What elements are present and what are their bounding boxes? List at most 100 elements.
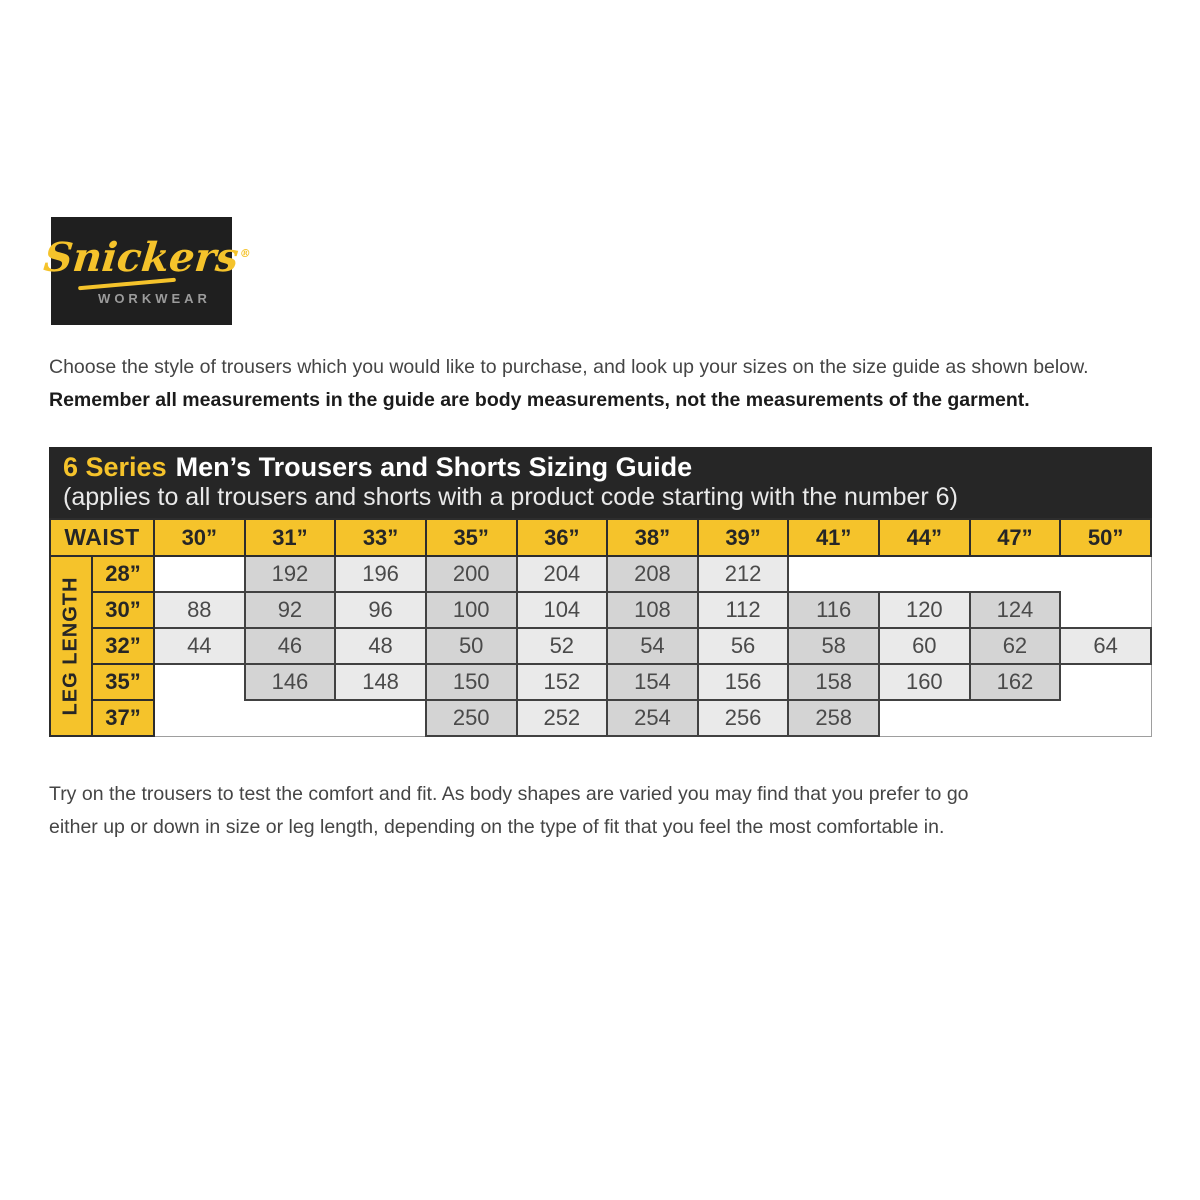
size-cell: 252 <box>515 699 609 737</box>
size-cell: 46 <box>243 627 337 665</box>
table-row: LEG LENGTH 28” 192 196 200 204 208 212 <box>49 555 1151 737</box>
empty-cell <box>969 556 1061 592</box>
size-cell: 92 <box>243 591 337 629</box>
outro-paragraph: Try on the trousers to test the comfort … <box>49 778 1049 844</box>
guide-title: 6 Series Men’s Trousers and Shorts Sizing… <box>63 452 1142 483</box>
size-cell: 96 <box>334 591 427 629</box>
size-cell: 208 <box>606 555 699 593</box>
logo-brand-word: Snickers <box>41 234 242 281</box>
size-cell: 150 <box>424 663 518 701</box>
size-cell: 162 <box>968 663 1062 701</box>
size-cell: 58 <box>787 627 880 665</box>
leg-size-header: 32” <box>91 627 155 665</box>
size-cell: 196 <box>334 555 427 593</box>
waist-size-header: 33” <box>334 518 427 557</box>
size-cell: 100 <box>424 591 518 629</box>
size-cell: 254 <box>606 699 699 737</box>
guide-series-label: 6 Series <box>63 452 167 482</box>
size-cell: 146 <box>243 663 337 701</box>
waist-size-header: 36” <box>515 518 609 557</box>
waist-size-header: 39” <box>696 518 790 557</box>
table-row: 37” 250 252 254 256 258 <box>50 699 1151 737</box>
guide-header: 6 Series Men’s Trousers and Shorts Sizing… <box>49 447 1152 518</box>
empty-cell <box>788 556 879 592</box>
empty-cell <box>1060 592 1151 628</box>
waist-size-header: 35” <box>424 518 518 557</box>
waist-size-header: 31” <box>243 518 337 557</box>
size-table: WAIST 30” 31” 33” 35” 36” 38” 39” 41” 44” 47” 50” LE… <box>49 518 1152 737</box>
size-cell: 112 <box>696 591 790 629</box>
size-cell: 60 <box>878 627 971 665</box>
leg-size-header: 30” <box>91 591 155 629</box>
size-cell: 116 <box>787 591 880 629</box>
snickers-logo: Snickers ® WORKWEAR <box>42 217 252 325</box>
sizing-guide: 6 Series Men’s Trousers and Shorts Sizing… <box>49 447 1152 737</box>
waist-header-row: WAIST 30” 31” 33” 35” 36” 38” 39” 41” 44” 47” 50” <box>49 518 1152 557</box>
size-cell: 50 <box>424 627 518 665</box>
size-cell: 250 <box>424 699 518 737</box>
size-cell: 256 <box>696 699 790 737</box>
leg-size-header: 35” <box>91 663 155 701</box>
empty-cell <box>1060 700 1151 736</box>
size-cell: 44 <box>153 627 246 665</box>
waist-size-header: 47” <box>968 518 1062 557</box>
size-cell: 48 <box>334 627 427 665</box>
leg-length-axis-text: LEG LENGTH <box>59 576 82 716</box>
table-row: 32” 44 46 48 50 52 54 56 58 60 62 64 <box>50 627 1152 665</box>
size-table-head: WAIST 30” 31” 33” 35” 36” 38” 39” 41” 44” 47” 50” <box>49 518 1152 557</box>
size-cell: 120 <box>878 591 971 629</box>
size-cell: 212 <box>696 555 790 593</box>
size-cell: 104 <box>515 591 609 629</box>
size-cell: 88 <box>153 591 246 629</box>
empty-cell <box>879 700 970 736</box>
size-cell: 192 <box>243 555 337 593</box>
intro-text: Choose the style of trousers which you w… <box>49 356 1089 378</box>
empty-cell <box>244 700 336 736</box>
size-cell: 156 <box>696 663 790 701</box>
size-cell: 204 <box>515 555 609 593</box>
size-table-body: LEG LENGTH 28” 192 196 200 204 208 212 30” 88 92 96… <box>49 555 1152 737</box>
size-cell: 54 <box>606 627 699 665</box>
leg-size-header: 28” <box>91 555 155 593</box>
size-cell: 200 <box>424 555 518 593</box>
size-cell: 56 <box>696 627 790 665</box>
guide-subtitle: (applies to all trousers and shorts with… <box>63 483 958 511</box>
empty-cell <box>879 556 970 592</box>
guide-title-text: Men’s Trousers and Shorts Sizing Guide <box>175 452 693 482</box>
waist-size-header: 50” <box>1059 518 1152 557</box>
size-cell: 64 <box>1059 627 1152 665</box>
waist-size-header: 41” <box>787 518 880 557</box>
size-cell: 108 <box>606 591 699 629</box>
size-cell: 258 <box>787 699 880 737</box>
logo-brand-text: Snickers ® <box>42 234 252 281</box>
size-cell: 152 <box>515 663 609 701</box>
registered-trademark-icon: ® <box>239 247 252 260</box>
outro-text-line2: either up or down in size or leg length,… <box>49 816 945 838</box>
empty-cell <box>154 700 245 736</box>
empty-cell <box>1060 664 1151 700</box>
size-cell: 62 <box>968 627 1062 665</box>
waist-label: WAIST <box>49 518 155 557</box>
empty-cell <box>154 664 245 700</box>
size-cell: 154 <box>606 663 699 701</box>
size-cell: 52 <box>515 627 609 665</box>
outro-text-line1: Try on the trousers to test the comfort … <box>49 783 969 805</box>
waist-size-header: 44” <box>878 518 971 557</box>
size-cell: 160 <box>878 663 971 701</box>
leg-size-header: 37” <box>91 699 155 737</box>
intro-paragraphs: Choose the style of trousers which you w… <box>49 356 1164 411</box>
intro-bold-note: Remember all measurements in the guide a… <box>49 389 1030 411</box>
waist-size-header: 38” <box>606 518 699 557</box>
empty-cell <box>1060 556 1151 592</box>
leg-length-axis-label: LEG LENGTH <box>49 555 93 737</box>
table-row: 35” 146 148 150 152 154 156 158 160 162 <box>50 663 1151 701</box>
logo-tagline: WORKWEAR <box>98 291 211 306</box>
size-cell: 124 <box>968 591 1062 629</box>
empty-cell <box>335 700 426 736</box>
empty-cell <box>154 556 245 592</box>
empty-cell <box>969 700 1061 736</box>
table-row: 30” 88 92 96 100 104 108 112 116 120 124 <box>50 591 1151 629</box>
size-cell: 148 <box>334 663 427 701</box>
size-cell: 158 <box>787 663 880 701</box>
